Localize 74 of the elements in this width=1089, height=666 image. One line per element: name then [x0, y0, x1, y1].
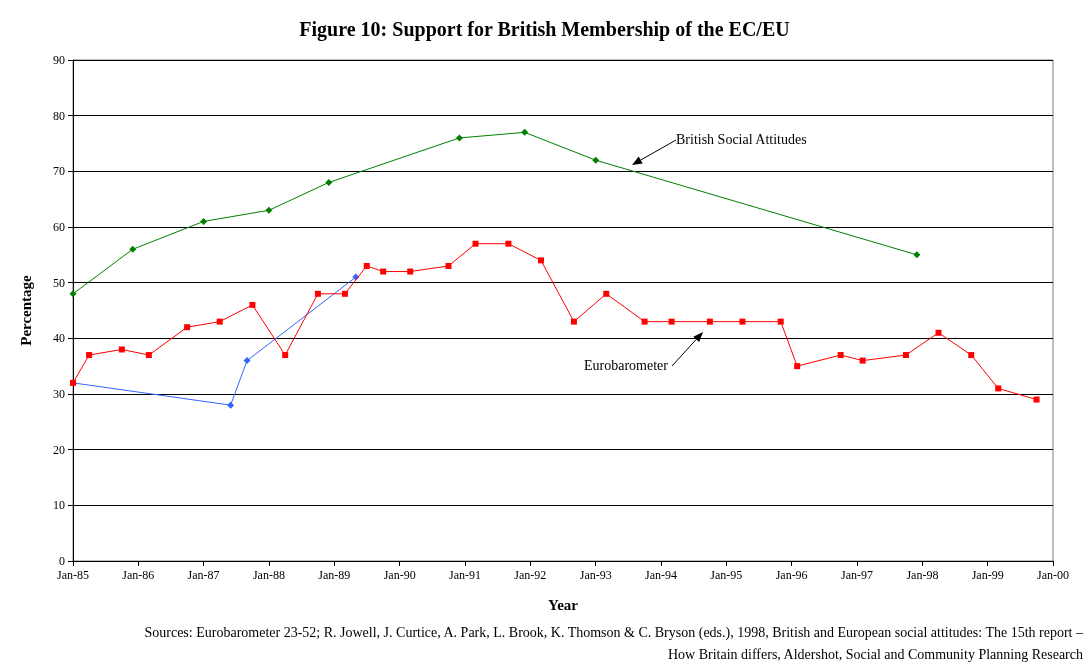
x-tick-label: Jan-89 — [318, 568, 351, 582]
point — [249, 301, 256, 308]
point — [641, 318, 648, 325]
y-tick-label: 10 — [53, 498, 65, 513]
x-tick-label: Jan-98 — [906, 568, 939, 582]
point — [341, 290, 348, 297]
point — [216, 318, 223, 325]
y-tick-label: 40 — [53, 331, 65, 346]
y-tick-label: 80 — [53, 108, 65, 123]
point — [200, 217, 208, 225]
x-tick-label: Jan-88 — [252, 568, 285, 582]
point — [505, 240, 512, 247]
point — [265, 206, 273, 214]
x-tick-label: Jan-95 — [710, 568, 743, 582]
point — [325, 178, 333, 186]
point — [592, 156, 600, 164]
y-tick-label: 50 — [53, 275, 65, 290]
x-tick-label: Jan-99 — [971, 568, 1004, 582]
x-tick-label: Jan-93 — [579, 568, 612, 582]
point — [380, 268, 387, 275]
y-tick-label: 60 — [53, 220, 65, 234]
point — [282, 352, 289, 359]
y-tick-label: 70 — [53, 164, 65, 179]
point — [902, 352, 909, 359]
point — [363, 262, 370, 269]
x-axis-title: Year — [548, 596, 579, 613]
point — [603, 290, 610, 297]
y-tick-label: 90 — [53, 53, 65, 67]
x-tick-label: Jan-00 — [1037, 568, 1069, 582]
y-tick-label: 0 — [59, 554, 65, 568]
point — [472, 240, 479, 247]
point — [570, 318, 577, 325]
point — [739, 318, 746, 325]
x-tick-label: Jan-92 — [514, 568, 547, 582]
point — [1033, 396, 1040, 403]
point — [455, 134, 463, 142]
x-tick-label: Jan-96 — [775, 568, 808, 582]
x-tick-label: Jan-85 — [57, 568, 89, 582]
point — [118, 346, 125, 353]
y-axis-title: Percentage — [17, 274, 34, 346]
x-tick-label: Jan-90 — [383, 568, 416, 582]
annotation: Eurobarometer — [584, 358, 668, 374]
point — [445, 262, 452, 269]
point — [794, 363, 801, 370]
point — [407, 268, 414, 275]
x-tick-label: Jan-87 — [187, 568, 220, 582]
point — [913, 251, 921, 259]
point — [69, 290, 77, 298]
point — [995, 385, 1002, 392]
y-tick-label: 30 — [53, 387, 65, 401]
x-tick-label: Jan-97 — [841, 568, 874, 582]
point — [837, 352, 844, 359]
point — [859, 357, 866, 364]
point — [314, 290, 321, 297]
x-tick-label: Jan-94 — [645, 568, 678, 582]
x-tick-label: Jan-86 — [122, 568, 155, 582]
point — [86, 352, 93, 359]
point — [777, 318, 784, 325]
point — [145, 352, 152, 359]
y-tick-label: 20 — [53, 442, 65, 457]
point — [129, 245, 137, 253]
point — [935, 329, 942, 336]
source-note: Sources: Eurobarometer 23-52; R. Jowell, J. Curtice, A. Park, L. Brook, K. Thomson & C. Bryson (eds.), 1998, British and European social attitudes: The 15th report – How Britain differs, Aldershot, Social and Community Planning Research — [143, 624, 1083, 664]
chart-title: Figure 10: Support for British Membership of the EC/EU — [299, 18, 790, 41]
point — [668, 318, 675, 325]
point — [521, 128, 529, 136]
annotation: British Social Attitudes — [676, 132, 807, 148]
point — [243, 357, 251, 365]
point — [706, 318, 713, 325]
point — [538, 257, 544, 264]
point — [227, 401, 235, 409]
x-tick-label: Jan-91 — [448, 568, 481, 582]
point — [968, 352, 975, 359]
point — [184, 324, 191, 331]
